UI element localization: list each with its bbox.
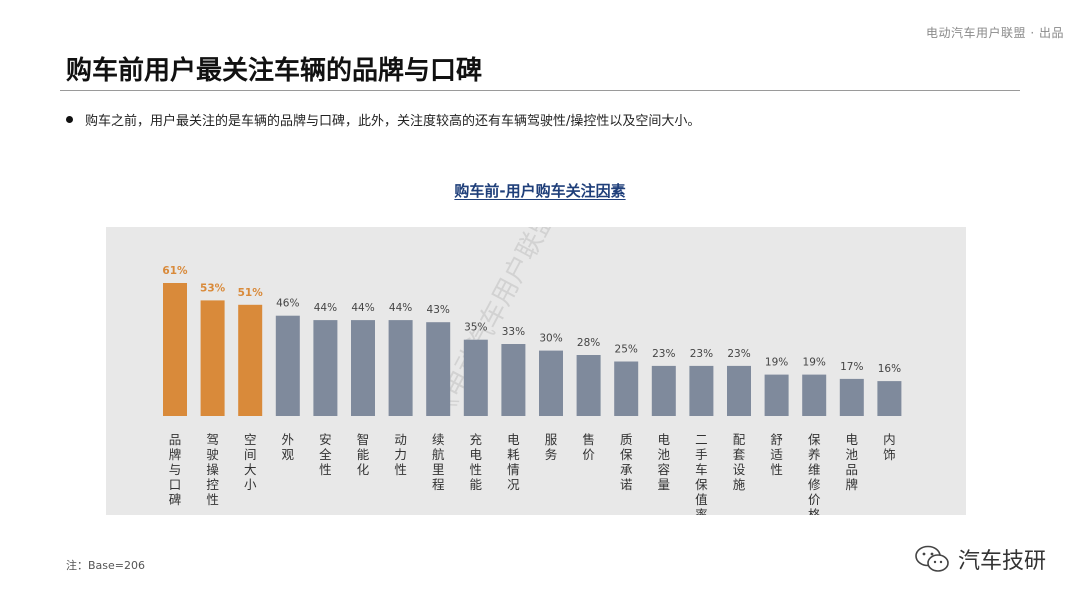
category-label-11: 售价 bbox=[582, 432, 595, 462]
brand-mark: 汽车技研 bbox=[914, 543, 1046, 575]
bar-6 bbox=[388, 320, 413, 416]
value-label-6: 44% bbox=[389, 302, 412, 314]
bar-5 bbox=[351, 320, 375, 416]
value-label-14: 23% bbox=[690, 348, 713, 360]
category-label-18: 电池品牌 bbox=[846, 432, 859, 492]
bar-chart: 《电动汽车用户联盟》 61%品牌与口碑53%驾驶操控性51%空间大小46%外观4… bbox=[162, 182, 902, 522]
bar-7 bbox=[426, 322, 451, 416]
bar-1 bbox=[200, 300, 225, 416]
title-divider bbox=[60, 90, 1020, 91]
value-label-0: 61% bbox=[162, 265, 188, 277]
bar-11 bbox=[576, 355, 601, 416]
category-label-14: 二手车保值率 bbox=[695, 432, 708, 515]
category-label-2: 空间大小 bbox=[244, 432, 257, 492]
category-label-0: 品牌与口碑 bbox=[169, 432, 182, 507]
bar-2 bbox=[238, 304, 263, 416]
value-label-8: 35% bbox=[464, 322, 487, 334]
value-label-1: 53% bbox=[200, 282, 226, 294]
source-tag: 电动汽车用户联盟 · 出品 bbox=[926, 26, 1064, 40]
category-label-15: 配套设施 bbox=[733, 432, 746, 492]
value-label-3: 46% bbox=[276, 298, 299, 310]
value-label-5: 44% bbox=[351, 302, 374, 314]
value-label-15: 23% bbox=[727, 348, 750, 360]
value-label-13: 23% bbox=[652, 348, 675, 360]
category-label-17: 保养维修价格 bbox=[808, 432, 821, 515]
value-label-2: 51% bbox=[238, 287, 264, 299]
chart-title: 购车前-用户购车关注因素 bbox=[454, 182, 626, 200]
bar-8 bbox=[463, 339, 488, 416]
bar-10 bbox=[539, 350, 563, 416]
bar-13 bbox=[651, 365, 676, 416]
value-label-17: 19% bbox=[803, 357, 826, 369]
summary-bullet: 购车之前，用户最关注的是车辆的品牌与口碑，此外，关注度较高的还有车辆驾驶性/操控… bbox=[66, 110, 700, 129]
bar-4 bbox=[313, 320, 338, 416]
value-label-16: 19% bbox=[765, 357, 788, 369]
value-label-12: 25% bbox=[615, 344, 638, 356]
bar-12 bbox=[614, 361, 639, 416]
bar-18 bbox=[839, 378, 864, 416]
bar-16 bbox=[764, 374, 789, 416]
category-label-3: 外观 bbox=[282, 432, 295, 462]
summary-text: 购车之前，用户最关注的是车辆的品牌与口碑，此外，关注度较高的还有车辆驾驶性/操控… bbox=[85, 114, 701, 129]
category-label-12: 质保承诺 bbox=[620, 432, 633, 492]
brand-name: 汽车技研 bbox=[957, 549, 1046, 574]
category-label-5: 智能化 bbox=[357, 432, 370, 477]
category-label-10: 服务 bbox=[545, 432, 558, 462]
value-label-4: 44% bbox=[314, 302, 337, 314]
value-label-18: 17% bbox=[840, 361, 863, 373]
bar-9 bbox=[501, 344, 526, 416]
value-label-11: 28% bbox=[577, 337, 600, 349]
category-label-19: 内饰 bbox=[883, 432, 896, 462]
value-label-9: 33% bbox=[502, 326, 525, 338]
category-label-16: 舒适性 bbox=[770, 432, 783, 477]
footnote: 注：Base=206 bbox=[66, 559, 145, 572]
category-label-9: 电耗情况 bbox=[507, 432, 520, 492]
bullet-dot-icon bbox=[66, 116, 73, 123]
bar-17 bbox=[802, 374, 827, 416]
value-label-10: 30% bbox=[539, 333, 562, 345]
bar-19 bbox=[877, 381, 902, 416]
bar-0 bbox=[163, 283, 187, 416]
bar-14 bbox=[689, 365, 714, 416]
category-label-6: 动力性 bbox=[394, 432, 407, 477]
category-label-1: 驾驶操控性 bbox=[206, 432, 219, 507]
value-label-7: 43% bbox=[427, 304, 450, 316]
category-label-8: 充电性能 bbox=[470, 432, 483, 492]
category-label-7: 续航里程 bbox=[432, 432, 445, 492]
category-label-4: 安全性 bbox=[319, 432, 332, 477]
bar-15 bbox=[727, 365, 751, 416]
category-label-13: 电池容量 bbox=[658, 432, 671, 492]
chart-panel: 《电动汽车用户联盟》 61% 品牌与口碑 53% 驾驶操控性 51% 空间大小 46% 外观 4… bbox=[106, 182, 966, 522]
wechat-icon bbox=[915, 545, 949, 572]
value-label-19: 16% bbox=[878, 363, 901, 375]
bar-3 bbox=[275, 315, 300, 416]
page-title: 购车前用户最关注车辆的品牌与口碑 bbox=[66, 56, 483, 86]
